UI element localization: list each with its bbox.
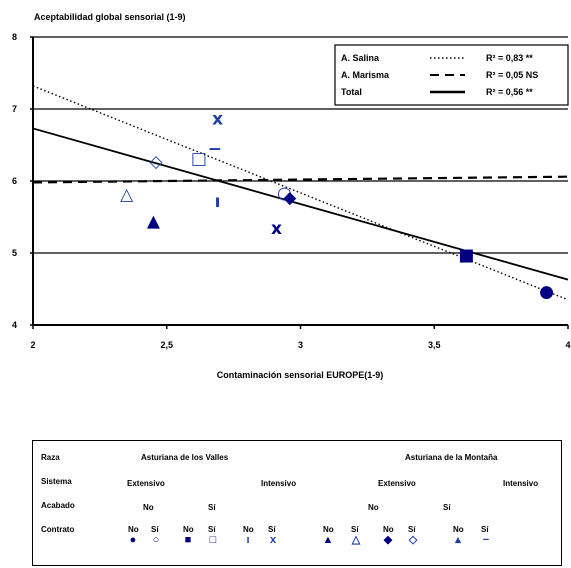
table-row-label: Raza — [41, 453, 60, 462]
x-axis-label: Contaminación sensorial EUROPE(1-9) — [217, 370, 384, 380]
table-contrato-symbol: □ — [209, 534, 217, 546]
table-contrato-symbol: ◇ — [408, 534, 418, 546]
y-tick-label: 4 — [12, 320, 17, 330]
table-sistema: Extensivo — [127, 479, 165, 488]
chart: Aceptabilidad global sensorial (1-9) 4 5 6… — [12, 12, 571, 380]
legend-r2: R² = 0,56 ** — [486, 87, 533, 97]
table-contrato: No — [183, 525, 194, 534]
table-contrato-symbol: − — [482, 534, 490, 546]
table-contrato: No — [383, 525, 394, 534]
y-tick-label: 7 — [12, 104, 17, 114]
legend-series-name: A. Salina — [341, 53, 380, 63]
table-contrato: No — [323, 525, 334, 534]
data-point-4: − — [208, 140, 222, 160]
table-contrato-symbol: ▴ — [455, 534, 461, 546]
trend-line-2 — [32, 127, 569, 281]
table-acabado: Sí — [443, 503, 451, 512]
table-acabado: No — [368, 503, 379, 512]
table-acabado: No — [143, 503, 154, 512]
table-contrato: Sí — [351, 525, 359, 534]
data-point-6: ı — [215, 192, 221, 212]
trend-lines — [32, 85, 569, 301]
y-tick-label: 8 — [12, 32, 17, 42]
grid-layer — [33, 36, 568, 254]
table-sistema: Intensivo — [261, 479, 297, 488]
table-contrato: No — [128, 525, 139, 534]
table-contrato-symbol: ● — [129, 534, 137, 546]
table-contrato-symbol: ▲ — [322, 534, 334, 546]
table-contrato-symbol: ◆ — [383, 534, 393, 546]
table-contrato: Sí — [151, 525, 159, 534]
data-point-1: ▲ — [147, 212, 161, 232]
trend-line-0 — [32, 85, 569, 301]
legend: A. Salina R² = 0,83 ** A. Marisma R² = 0,05… — [334, 44, 569, 106]
data-points: △ ▲ ◇ □ − x ı x ○◆ ■ ● — [120, 109, 554, 302]
x-tick-label: 2 — [30, 340, 35, 350]
chart-title: Aceptabilidad global sensorial (1-9) — [34, 12, 186, 22]
legend-r2: R² = 0,05 NS — [486, 70, 538, 80]
table-contrato-symbol: ○ — [152, 534, 160, 546]
table-contrato: Sí — [208, 525, 216, 534]
legend-series-name: A. Marisma — [341, 70, 390, 80]
table-raza: Asturiana de la Montaña — [405, 453, 498, 462]
x-tick-label: 3 — [298, 340, 303, 350]
table-contrato-symbol: ■ — [184, 534, 192, 546]
table-acabado: Sí — [208, 503, 216, 512]
symbol-table: Raza Sistema Acabado Contrato Asturiana de l… — [32, 440, 562, 566]
legend-series-name: Total — [341, 87, 362, 97]
table-contrato-symbol: △ — [351, 534, 361, 546]
table-sistema: Extensivo — [378, 479, 416, 488]
table-contrato: Sí — [408, 525, 416, 534]
data-point-10: ■ — [458, 245, 474, 265]
y-tick-label: 6 — [12, 176, 17, 186]
data-point-11: ● — [539, 282, 554, 302]
axes: 4 5 6 7 8 2 2,5 3 3,5 4 — [12, 32, 571, 350]
data-point-3: □ — [191, 149, 207, 169]
table-contrato-symbol: x — [269, 534, 277, 546]
data-point-5: x — [212, 109, 223, 129]
legend-r2: R² = 0,83 ** — [486, 53, 533, 63]
table-contrato-symbol: ı — [246, 534, 250, 546]
data-point-8: ○ — [277, 184, 292, 204]
data-point-0: △ — [120, 185, 134, 205]
y-tick-label: 5 — [12, 248, 17, 258]
data-point-9: ◆ — [283, 188, 297, 208]
table-raza: Asturiana de los Valles — [141, 453, 229, 462]
x-tick-label: 2,5 — [160, 340, 173, 350]
table-contrato: Sí — [481, 525, 489, 534]
table-contrato: Sí — [268, 525, 276, 534]
table-row-label: Acabado — [41, 501, 75, 510]
table-contrato: No — [453, 525, 464, 534]
table-row-label: Contrato — [41, 525, 75, 534]
table-row-label: Sistema — [41, 477, 72, 486]
data-point-2: ◇ — [150, 152, 164, 172]
table-sistema: Intensivo — [503, 479, 539, 488]
x-tick-label: 3,5 — [428, 340, 441, 350]
x-tick-label: 4 — [565, 340, 570, 350]
table-contrato: No — [243, 525, 254, 534]
data-point-7: x — [271, 219, 282, 239]
